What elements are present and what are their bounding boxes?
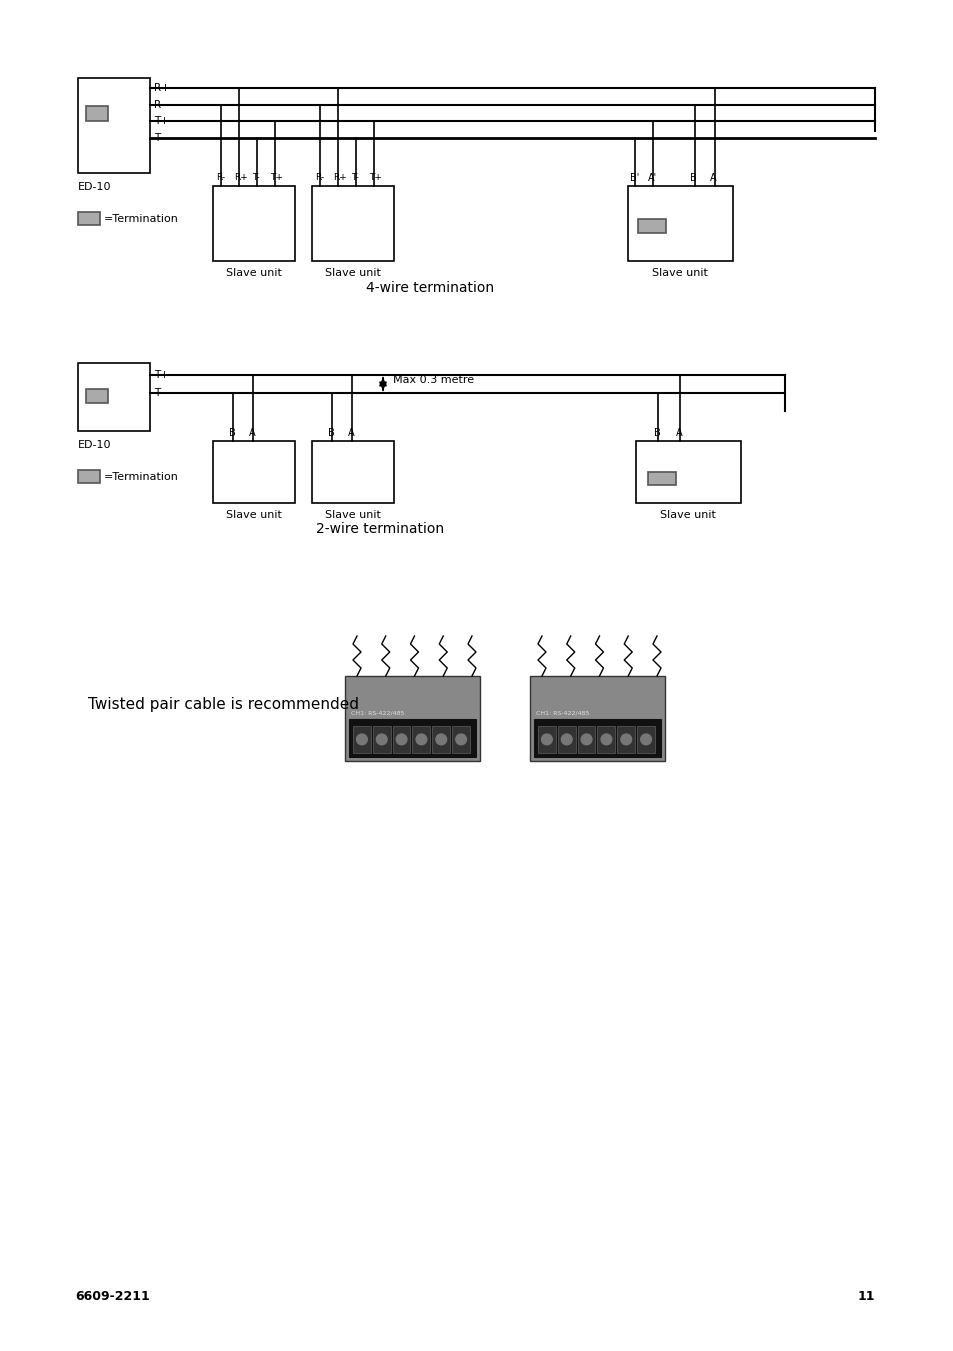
Bar	[558, 725, 575, 753]
Text: Slave unit: Slave unit	[226, 509, 282, 520]
Text: T+: T+	[153, 370, 169, 380]
Text: T+: T+	[270, 173, 283, 182]
Text: A: A	[348, 428, 355, 438]
Circle shape	[541, 734, 552, 744]
Text: Slave unit: Slave unit	[652, 267, 707, 278]
Text: =Termination: =Termination	[104, 213, 179, 224]
Circle shape	[376, 734, 387, 744]
Text: Slave unit: Slave unit	[659, 509, 715, 520]
Text: B: B	[689, 173, 696, 182]
Circle shape	[580, 734, 591, 744]
Text: A: A	[676, 428, 682, 438]
Bar	[312, 440, 394, 503]
Bar	[636, 440, 740, 503]
Bar	[345, 676, 479, 761]
Circle shape	[395, 734, 407, 744]
Bar	[86, 105, 108, 122]
Circle shape	[620, 734, 631, 744]
Bar	[534, 719, 660, 757]
Text: 11: 11	[857, 1289, 874, 1302]
Text: 6609-2211: 6609-2211	[75, 1289, 150, 1302]
Text: B: B	[229, 428, 235, 438]
Text: T-: T-	[351, 173, 358, 182]
Text: Slave unit: Slave unit	[325, 509, 380, 520]
Text: CH1: RS-422/485: CH1: RS-422/485	[351, 711, 404, 716]
Text: T-: T-	[252, 173, 259, 182]
Bar	[627, 186, 732, 261]
Text: T-: T-	[153, 388, 163, 399]
Bar	[412, 725, 430, 753]
Text: T+: T+	[153, 116, 169, 126]
Circle shape	[436, 734, 446, 744]
Circle shape	[416, 734, 426, 744]
Text: 4-wire termination: 4-wire termination	[366, 281, 494, 295]
Bar	[78, 78, 150, 173]
Bar	[452, 725, 470, 753]
Text: CH1: RS-422/485: CH1: RS-422/485	[536, 711, 589, 716]
Bar	[353, 725, 371, 753]
Bar	[78, 363, 150, 431]
Bar	[349, 719, 476, 757]
Bar	[578, 725, 595, 753]
Bar	[432, 725, 450, 753]
Circle shape	[356, 734, 367, 744]
Text: A: A	[249, 428, 255, 438]
Text: Slave unit: Slave unit	[226, 267, 282, 278]
Text: R+: R+	[233, 173, 248, 182]
Text: R-: R-	[153, 100, 164, 109]
Text: 2-wire termination: 2-wire termination	[315, 521, 443, 536]
Bar	[213, 440, 294, 503]
Bar	[597, 725, 615, 753]
Bar	[530, 676, 664, 761]
Text: ED-10: ED-10	[78, 182, 112, 192]
Bar	[78, 212, 100, 226]
Text: R-: R-	[314, 173, 324, 182]
Bar	[637, 725, 655, 753]
Bar	[647, 471, 676, 485]
Text: ED-10: ED-10	[78, 440, 112, 450]
Text: R+: R+	[153, 82, 170, 93]
Text: T+: T+	[369, 173, 381, 182]
Text: R-: R-	[215, 173, 225, 182]
Text: R+: R+	[333, 173, 346, 182]
Circle shape	[600, 734, 611, 744]
Bar	[537, 725, 556, 753]
Bar	[312, 186, 394, 261]
Text: B: B	[328, 428, 335, 438]
Bar	[638, 219, 665, 232]
Text: Slave unit: Slave unit	[325, 267, 380, 278]
Circle shape	[456, 734, 466, 744]
Text: B': B'	[629, 173, 639, 182]
Text: A: A	[709, 173, 716, 182]
Circle shape	[640, 734, 651, 744]
Text: Twisted pair cable is recommended: Twisted pair cable is recommended	[88, 697, 358, 712]
Circle shape	[560, 734, 572, 744]
Bar	[373, 725, 391, 753]
Bar	[617, 725, 635, 753]
Text: T-: T-	[153, 132, 163, 143]
Text: =Termination: =Termination	[104, 471, 179, 482]
Text: A': A'	[647, 173, 657, 182]
Bar	[393, 725, 410, 753]
Text: B: B	[654, 428, 660, 438]
Bar	[213, 186, 294, 261]
Bar	[78, 470, 100, 484]
Text: Max 0.3 metre: Max 0.3 metre	[393, 376, 474, 385]
Bar	[86, 389, 108, 403]
